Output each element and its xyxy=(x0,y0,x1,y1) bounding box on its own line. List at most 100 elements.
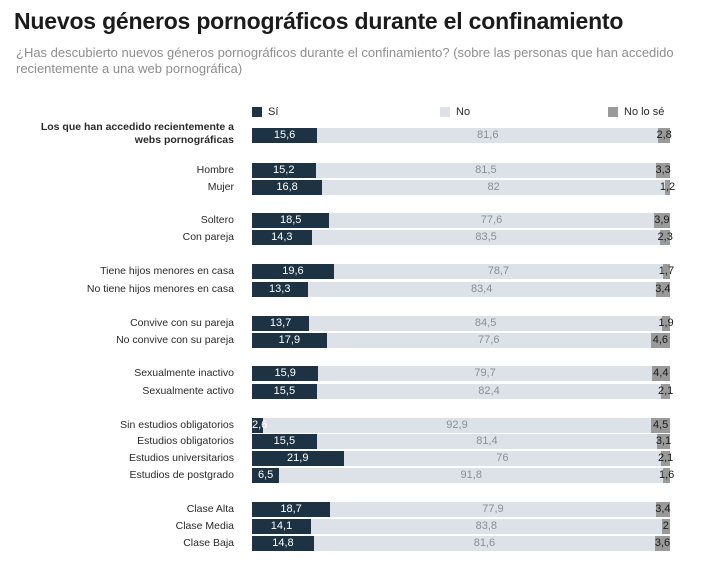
bar-si xyxy=(252,316,310,331)
row-label: Estudios de postgrado xyxy=(129,469,235,481)
row-label: Sexualmente activo xyxy=(142,385,234,397)
bar-nose xyxy=(660,230,670,245)
value-label-no: 82 xyxy=(487,181,500,193)
bar-si xyxy=(252,434,317,449)
bar-track: 15,9 79,7 4,4 xyxy=(252,366,670,381)
value-label-nose: 3,4 xyxy=(655,283,671,295)
value-label-nose: 2,1 xyxy=(657,452,674,464)
bar-nose xyxy=(658,128,670,143)
bar-no xyxy=(262,418,652,433)
bar-track: 15,5 81,4 3,1 xyxy=(252,434,671,449)
value-label-no: 83,5 xyxy=(475,231,497,243)
value-label-no: 77,9 xyxy=(482,503,504,515)
bar-nose xyxy=(662,316,670,331)
bar-track: 18,7 77,9 3,4 xyxy=(252,502,671,517)
value-label-si: 15,5 xyxy=(273,435,296,447)
value-label-si: 15,2 xyxy=(273,164,295,176)
bar-si xyxy=(252,384,317,399)
value-label-no: 78,7 xyxy=(487,265,510,277)
bar-track: 19,6 78,7 1,7 xyxy=(252,264,674,279)
chart-row: Soltero 18,5 77,6 3,9 xyxy=(0,213,720,228)
row-label: Clase Alta xyxy=(186,503,234,515)
bar-no xyxy=(317,128,659,143)
value-label-si: 18,5 xyxy=(279,214,302,226)
bar-track: 14,8 81,6 3,6 xyxy=(252,536,670,551)
bar-no xyxy=(326,333,651,348)
value-label-nose: 2,8 xyxy=(656,129,672,141)
bar-nose xyxy=(661,519,670,534)
bar-no xyxy=(310,519,662,534)
value-label-si: 15,6 xyxy=(273,129,296,141)
bar-si xyxy=(252,366,319,381)
bar-track: 18,5 77,6 3,9 xyxy=(252,213,670,228)
bar-no xyxy=(313,536,655,551)
bar-nose xyxy=(653,213,670,228)
chart-title: Nuevos géneros pornográficos durante el … xyxy=(14,8,624,34)
row-label: Convive con su pareja xyxy=(130,317,234,329)
value-label-no: 81,6 xyxy=(477,129,499,141)
value-label-si: 15,5 xyxy=(273,385,296,397)
value-label-si: 21,9 xyxy=(287,452,309,464)
value-label-no: 82,4 xyxy=(478,385,500,397)
chart-row: Con pareja 14,3 83,5 2,3 xyxy=(0,230,720,245)
bar-nose xyxy=(655,282,670,297)
chart-row: Mujer 16,8 82 1,2 xyxy=(0,180,720,195)
row-label: Los que han accedido recientemente a web… xyxy=(40,121,234,146)
bar-si xyxy=(252,333,327,348)
chart-row: No convive con su pareja 17,9 77,6 4,6 xyxy=(0,333,720,348)
bar-no xyxy=(322,180,665,195)
row-label: Hombre xyxy=(196,164,234,176)
legend-swatch-nose xyxy=(608,107,618,117)
bar-track: 13,7 84,5 1,9 xyxy=(252,316,674,331)
value-label-no: 77,6 xyxy=(478,334,500,346)
value-label-nose: 1,7 xyxy=(658,265,675,277)
bar-no xyxy=(311,230,661,245)
bar-nose xyxy=(650,333,670,348)
bar-track: 15,6 81,6 2,8 xyxy=(252,128,672,143)
bar-si xyxy=(252,282,308,297)
value-label-si: 6,5 xyxy=(257,469,274,481)
bar-nose xyxy=(656,163,670,178)
bar-no xyxy=(279,468,664,483)
bar-track: 17,9 77,6 4,6 xyxy=(252,333,670,348)
legend-label-no: No xyxy=(456,106,471,118)
bar-no xyxy=(318,366,652,381)
value-label-si: 13,7 xyxy=(269,317,292,329)
chart-row: No tiene hijos menores en casa 13,3 83,4 3,… xyxy=(0,282,720,297)
value-label-si: 13,3 xyxy=(269,283,291,295)
bar-nose xyxy=(661,451,670,466)
chart-row: Sin estudios obligatorios 2,6 92,9 4,5 xyxy=(0,418,720,433)
bar-si xyxy=(252,519,311,534)
row-label: Con pareja xyxy=(182,231,234,243)
value-label-no: 84,5 xyxy=(474,317,497,329)
legend-item-si: Sí xyxy=(252,106,278,118)
value-label-nose: 2,3 xyxy=(657,231,673,243)
value-label-no: 83,8 xyxy=(475,520,498,532)
value-label-nose: 1,2 xyxy=(659,181,676,193)
row-label: Tiene hijos menores en casa xyxy=(100,265,234,277)
value-label-no: 77,6 xyxy=(480,214,503,226)
bar-no xyxy=(330,502,656,517)
bar-track: 21,9 76 2,1 xyxy=(252,451,674,466)
value-label-nose: 4,4 xyxy=(653,367,669,379)
bar-no xyxy=(316,384,662,399)
legend-item-no: No xyxy=(440,106,470,118)
bar-nose xyxy=(651,366,670,381)
bar-no xyxy=(329,213,654,228)
bar-nose xyxy=(663,468,670,483)
bar-si xyxy=(252,180,323,195)
value-label-nose: 3,9 xyxy=(654,214,670,226)
value-label-no: 76 xyxy=(496,452,509,464)
bar-track: 6,5 91,8 1,6 xyxy=(252,468,674,483)
bar-track: 14,1 83,8 2 xyxy=(252,519,670,534)
legend-item-nose: No lo sé xyxy=(608,106,664,118)
chart-row: Sexualmente activo 15,5 82,4 2,1 xyxy=(0,384,720,399)
chart-row: Estudios obligatorios 15,5 81,4 3,1 xyxy=(0,434,720,449)
value-label-si: 14,1 xyxy=(270,520,293,532)
value-label-nose: 4,5 xyxy=(652,419,669,431)
legend-swatch-no xyxy=(440,107,450,117)
bar-track: 16,8 82 1,2 xyxy=(252,180,675,195)
bar-nose xyxy=(655,502,670,517)
bar-si xyxy=(252,502,331,517)
row-label: Estudios universitarios xyxy=(128,452,234,464)
